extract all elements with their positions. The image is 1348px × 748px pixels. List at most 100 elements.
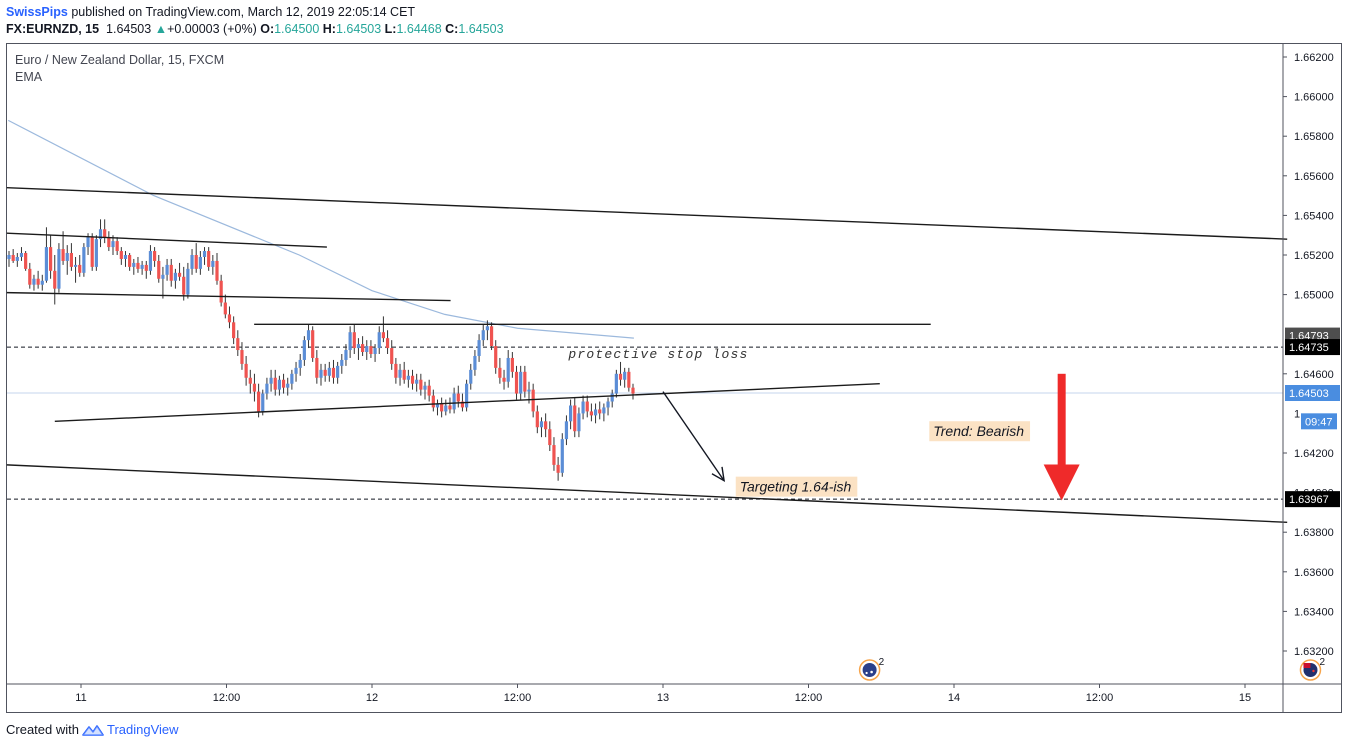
trendline	[6, 232, 327, 248]
chart-frame[interactable]	[6, 43, 1342, 713]
close-label: C:	[445, 22, 459, 36]
candle-body	[315, 357, 319, 378]
candle-body	[211, 260, 215, 267]
candle-body	[173, 272, 177, 281]
candle-body	[564, 421, 569, 440]
candle-body	[227, 314, 232, 323]
horizontal-lines	[7, 346, 1283, 500]
trendline	[6, 464, 1288, 523]
candle-body	[327, 367, 331, 376]
flag-star	[1312, 669, 1315, 673]
ema-line	[7, 119, 634, 339]
price-tick-label: 1.65800	[1294, 131, 1334, 143]
price-tick-label: 1.63400	[1294, 606, 1334, 618]
candle-body	[148, 251, 153, 271]
candle-body	[489, 326, 494, 347]
candle-body	[544, 421, 548, 430]
time-tick-label: 15	[1239, 692, 1251, 704]
candle-body	[440, 403, 444, 412]
price-axis: 1.63200 1.63400 1.63600 1.63800 1.64200 1.646…	[1282, 44, 1340, 712]
candle-body	[577, 413, 581, 432]
candle-body	[40, 280, 44, 285]
candle-body	[128, 255, 132, 267]
tradingview-logo-icon	[82, 724, 104, 736]
candle-body	[61, 249, 65, 261]
price-label-bg	[1301, 413, 1337, 430]
candle-body	[219, 280, 223, 303]
candle-body	[494, 346, 498, 368]
candle-body	[385, 338, 390, 349]
indicator-label[interactable]: EMA	[15, 70, 43, 84]
candle-body	[286, 383, 290, 388]
candle-body	[311, 330, 315, 358]
candle-body	[402, 369, 406, 380]
candle-body	[252, 383, 257, 392]
trend-arrow-shaft	[1057, 373, 1066, 467]
candle-body	[398, 369, 402, 378]
stop-loss-label: protective stop loss	[567, 347, 748, 362]
ema-layer	[7, 119, 634, 339]
candle-body	[57, 249, 61, 289]
candle-body	[602, 407, 606, 414]
price-label: 1.64735	[1289, 342, 1329, 354]
time-tick-label: 14	[948, 692, 960, 704]
candle-body	[448, 405, 452, 410]
candle-body	[19, 253, 24, 257]
candles-layer	[7, 219, 635, 481]
candle-body	[427, 385, 431, 396]
candle-body	[410, 375, 415, 384]
created-with-text: Created with	[6, 722, 79, 737]
candle-body	[73, 264, 78, 267]
candle-body	[394, 363, 398, 378]
candle-body	[198, 256, 202, 269]
price-change: +0.00003 (+0%)	[167, 22, 257, 36]
candle-body	[302, 340, 306, 360]
candle-body	[240, 350, 244, 364]
footer: Created with TradingView	[6, 722, 179, 737]
candle-body	[136, 262, 140, 269]
candle-body	[585, 401, 589, 412]
trendline	[54, 383, 880, 423]
price-label: 1.63967	[1289, 494, 1329, 506]
candle-body	[123, 255, 128, 259]
candle-body	[257, 391, 261, 412]
candle-body	[510, 357, 514, 372]
candle-body	[290, 373, 294, 384]
candle-body	[294, 367, 298, 374]
price-tick-label: 1.65200	[1294, 250, 1334, 262]
trendline	[6, 291, 451, 302]
candle-body	[477, 340, 481, 356]
low-value: 1.64468	[396, 22, 442, 36]
candle-body	[618, 373, 623, 380]
price-label-bg	[1285, 339, 1340, 356]
candle-body	[336, 365, 340, 378]
trend-label: Trend: Bearish	[933, 423, 1024, 439]
candle-body	[182, 276, 186, 295]
last-price: 1.64503	[106, 22, 152, 36]
candle-body	[352, 332, 356, 349]
candle-body	[485, 326, 489, 331]
open-value: 1.64500	[274, 22, 320, 36]
high-label: H:	[322, 22, 336, 36]
price-tick-label: 1.65400	[1294, 210, 1334, 222]
candle-body	[606, 401, 610, 408]
trend-arrow-head	[1043, 464, 1080, 501]
event-count: 2	[879, 657, 885, 668]
time-tick-label: 12:00	[795, 692, 823, 704]
price-tick-label: 1.66200	[1294, 52, 1334, 64]
candle-body	[298, 359, 302, 368]
candle-body	[32, 278, 36, 285]
candle-body	[169, 264, 173, 281]
time-tick-label: 12:00	[1086, 692, 1114, 704]
tradingview-brand[interactable]: TradingView	[106, 722, 179, 737]
candle-body	[49, 247, 53, 271]
price-tick-label: 1.66000	[1294, 92, 1334, 104]
author-link[interactable]: SwissPips	[6, 5, 68, 19]
price-tick-label: 1.65600	[1294, 171, 1334, 183]
candle-body	[244, 363, 248, 378]
candle-body	[65, 253, 69, 261]
candle-body	[215, 260, 219, 281]
candle-body	[177, 272, 182, 277]
candle-body	[610, 393, 614, 402]
